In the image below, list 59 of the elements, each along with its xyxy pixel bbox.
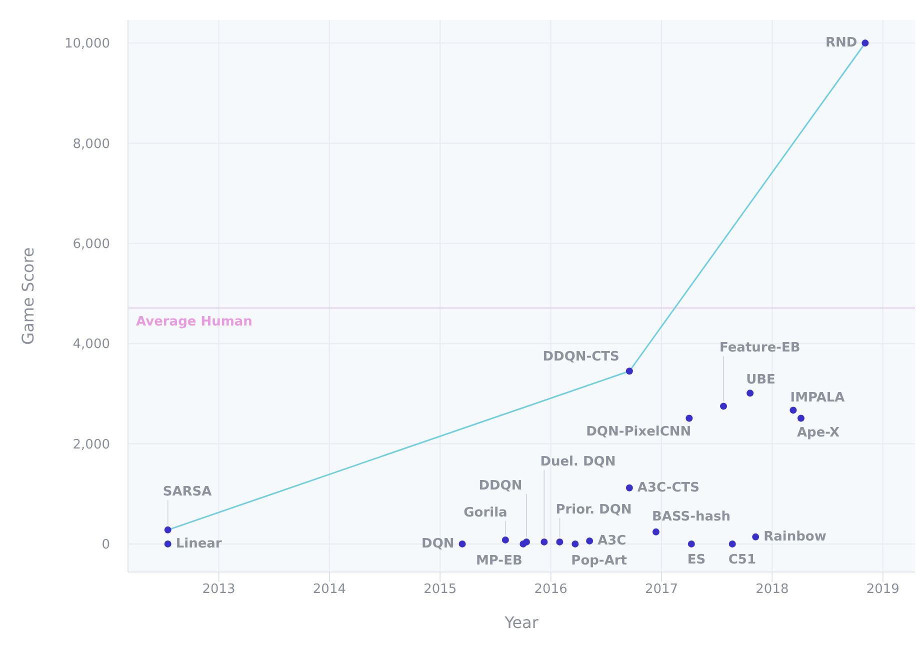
point — [522, 538, 530, 546]
ref-line-label: Average Human — [136, 314, 252, 330]
point — [752, 533, 760, 540]
x-tick-label: 2019 — [866, 582, 900, 598]
point — [797, 414, 804, 422]
annotation: Linear — [176, 536, 222, 552]
x-axis-title: Year — [504, 613, 539, 632]
annotation: A3C — [598, 533, 626, 548]
point — [626, 368, 633, 375]
annotation: DQN — [422, 536, 454, 552]
annotation: RND — [826, 36, 858, 51]
point — [164, 526, 172, 534]
annotation: UBE — [746, 372, 776, 388]
point — [540, 538, 548, 546]
annotation: A3C-CTS — [637, 480, 700, 496]
y-tick-label: 0 — [102, 538, 110, 553]
annotation: DQN-PixelCNN — [586, 424, 692, 440]
annotation: IMPALA — [790, 390, 845, 406]
point — [502, 536, 509, 544]
annotation: ES — [687, 552, 706, 568]
x-tick-label: 2016 — [534, 582, 568, 598]
x-tick-label: 2018 — [756, 582, 789, 598]
annotation: Ape-X — [796, 426, 840, 441]
point — [556, 538, 564, 546]
y-tick-label: 6,000 — [72, 237, 110, 252]
point — [728, 540, 736, 548]
x-tick-label: 2013 — [202, 582, 236, 598]
point — [652, 528, 660, 536]
x-tick-label: 2015 — [424, 582, 457, 598]
point — [720, 402, 728, 410]
point — [686, 414, 693, 422]
x-tick-label: 2014 — [312, 582, 346, 598]
y-tick-label: 2,000 — [72, 437, 110, 452]
annotation: SARSA — [162, 484, 212, 500]
y-tick-label: 4,000 — [72, 337, 110, 352]
annotation: DDQN — [478, 478, 522, 494]
y-tick-label: 10,000 — [64, 36, 110, 52]
point — [586, 537, 594, 544]
annotation: Prior. DQN — [556, 502, 632, 518]
y-axis-title: Game Score — [18, 247, 38, 345]
point — [790, 406, 797, 414]
annotation: BASS-hash — [652, 509, 731, 524]
point — [626, 484, 633, 492]
annotation: C51 — [728, 552, 756, 568]
point — [746, 390, 754, 397]
annotation: Gorila — [464, 505, 508, 520]
point — [862, 40, 869, 47]
point — [164, 540, 172, 548]
annotation: Pop-Art — [571, 553, 628, 568]
annotation: DDQN-CTS — [542, 350, 620, 365]
annotation: Feature-EB — [720, 340, 800, 356]
x-tick-label: 2017 — [644, 582, 678, 598]
point — [572, 540, 579, 548]
annotation: Rainbow — [764, 529, 826, 544]
annotation: Duel. DQN — [540, 454, 616, 470]
point — [688, 540, 695, 548]
annotation: MP-EB — [476, 553, 522, 568]
y-tick-label: 8,000 — [72, 136, 110, 152]
point — [458, 540, 466, 548]
